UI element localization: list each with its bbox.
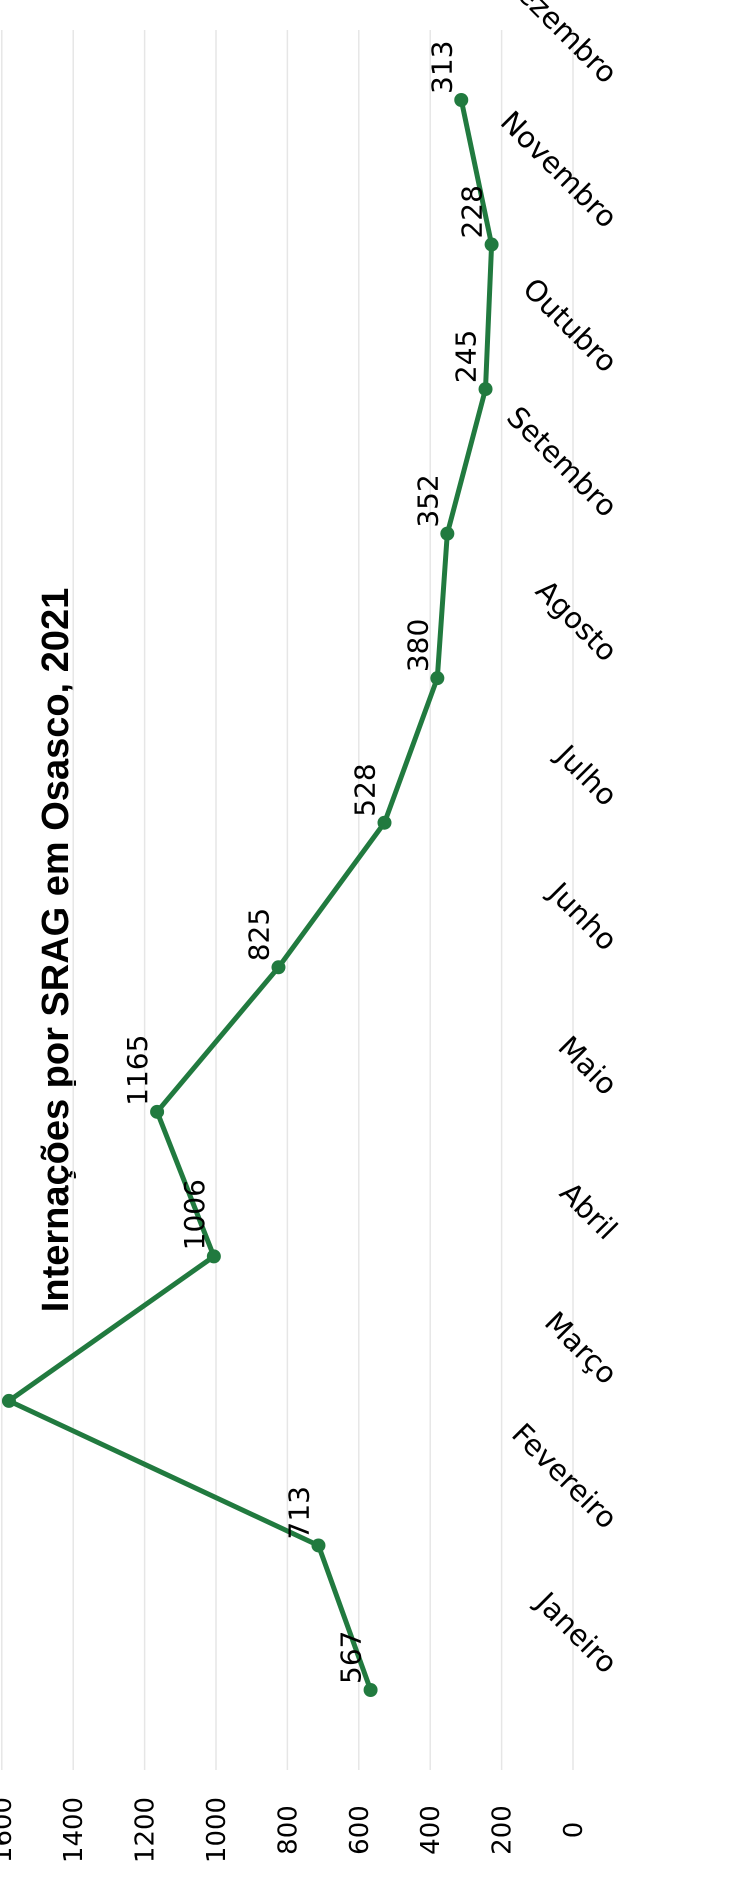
data-point xyxy=(454,93,469,107)
y-tick-label: 0 xyxy=(559,1822,589,1839)
y-tick-label: 400 xyxy=(416,1805,446,1855)
data-point xyxy=(150,1104,165,1119)
data-point xyxy=(430,671,445,686)
x-category-label: Janeiro xyxy=(528,1584,624,1680)
data-point xyxy=(206,1249,221,1264)
data-label: 352 xyxy=(411,474,444,527)
x-category-label: Outubro xyxy=(516,271,624,379)
data-point xyxy=(440,526,455,541)
y-tick-label: 600 xyxy=(345,1805,375,1855)
data-point xyxy=(377,815,392,830)
y-tick-label: 200 xyxy=(488,1805,518,1855)
x-category-label: Março xyxy=(538,1305,624,1391)
data-label: 380 xyxy=(401,619,434,672)
series-line xyxy=(6,97,495,1693)
x-category-label: Agosto xyxy=(529,573,624,668)
data-label: 1580 xyxy=(0,1324,6,1395)
data-point xyxy=(311,1538,326,1553)
data-points xyxy=(1,93,499,1697)
gridlines xyxy=(1,30,574,1770)
data-point xyxy=(478,382,493,397)
data-label: 528 xyxy=(349,763,382,816)
x-axis-categories: Janeiro Fevereiro Março Abril Maio Junho Julho… xyxy=(494,0,624,1680)
y-tick-label: 1400 xyxy=(59,1797,89,1863)
x-category-label: Novembro xyxy=(494,104,624,234)
x-category-label: Maio xyxy=(552,1029,625,1102)
data-point xyxy=(363,1683,378,1697)
x-category-label: Fevereiro xyxy=(505,1416,624,1535)
data-label: 825 xyxy=(242,908,275,961)
data-point xyxy=(1,1393,16,1408)
data-label: 567 xyxy=(335,1631,368,1684)
data-label: 245 xyxy=(450,330,483,383)
data-label: 228 xyxy=(456,185,489,238)
x-category-label: Abril xyxy=(553,1175,624,1246)
x-category-label: Julho xyxy=(548,737,624,813)
y-tick-label: 800 xyxy=(273,1805,303,1855)
x-category-label: Junho xyxy=(541,874,624,957)
data-labels: 567 713 1580 1006 1165 825 528 380 352 245 228 313 xyxy=(0,41,489,1684)
y-tick-label: 1000 xyxy=(202,1797,232,1863)
x-category-label: Setembro xyxy=(500,400,624,524)
data-point xyxy=(484,237,499,252)
y-tick-label: 1600 xyxy=(0,1797,18,1863)
y-axis-ticks: 020040060080010001200140016001800 xyxy=(0,1797,589,1863)
y-tick-label: 1200 xyxy=(131,1797,161,1863)
data-label: 313 xyxy=(425,41,458,94)
data-label: 1006 xyxy=(178,1179,211,1250)
data-point xyxy=(271,960,286,975)
data-label: 713 xyxy=(282,1486,315,1539)
chart-title: Internações por SRAG em Osasco, 2021 xyxy=(35,588,77,1312)
x-category-label: Dezembro xyxy=(495,0,624,90)
data-label: 1165 xyxy=(121,1035,154,1106)
